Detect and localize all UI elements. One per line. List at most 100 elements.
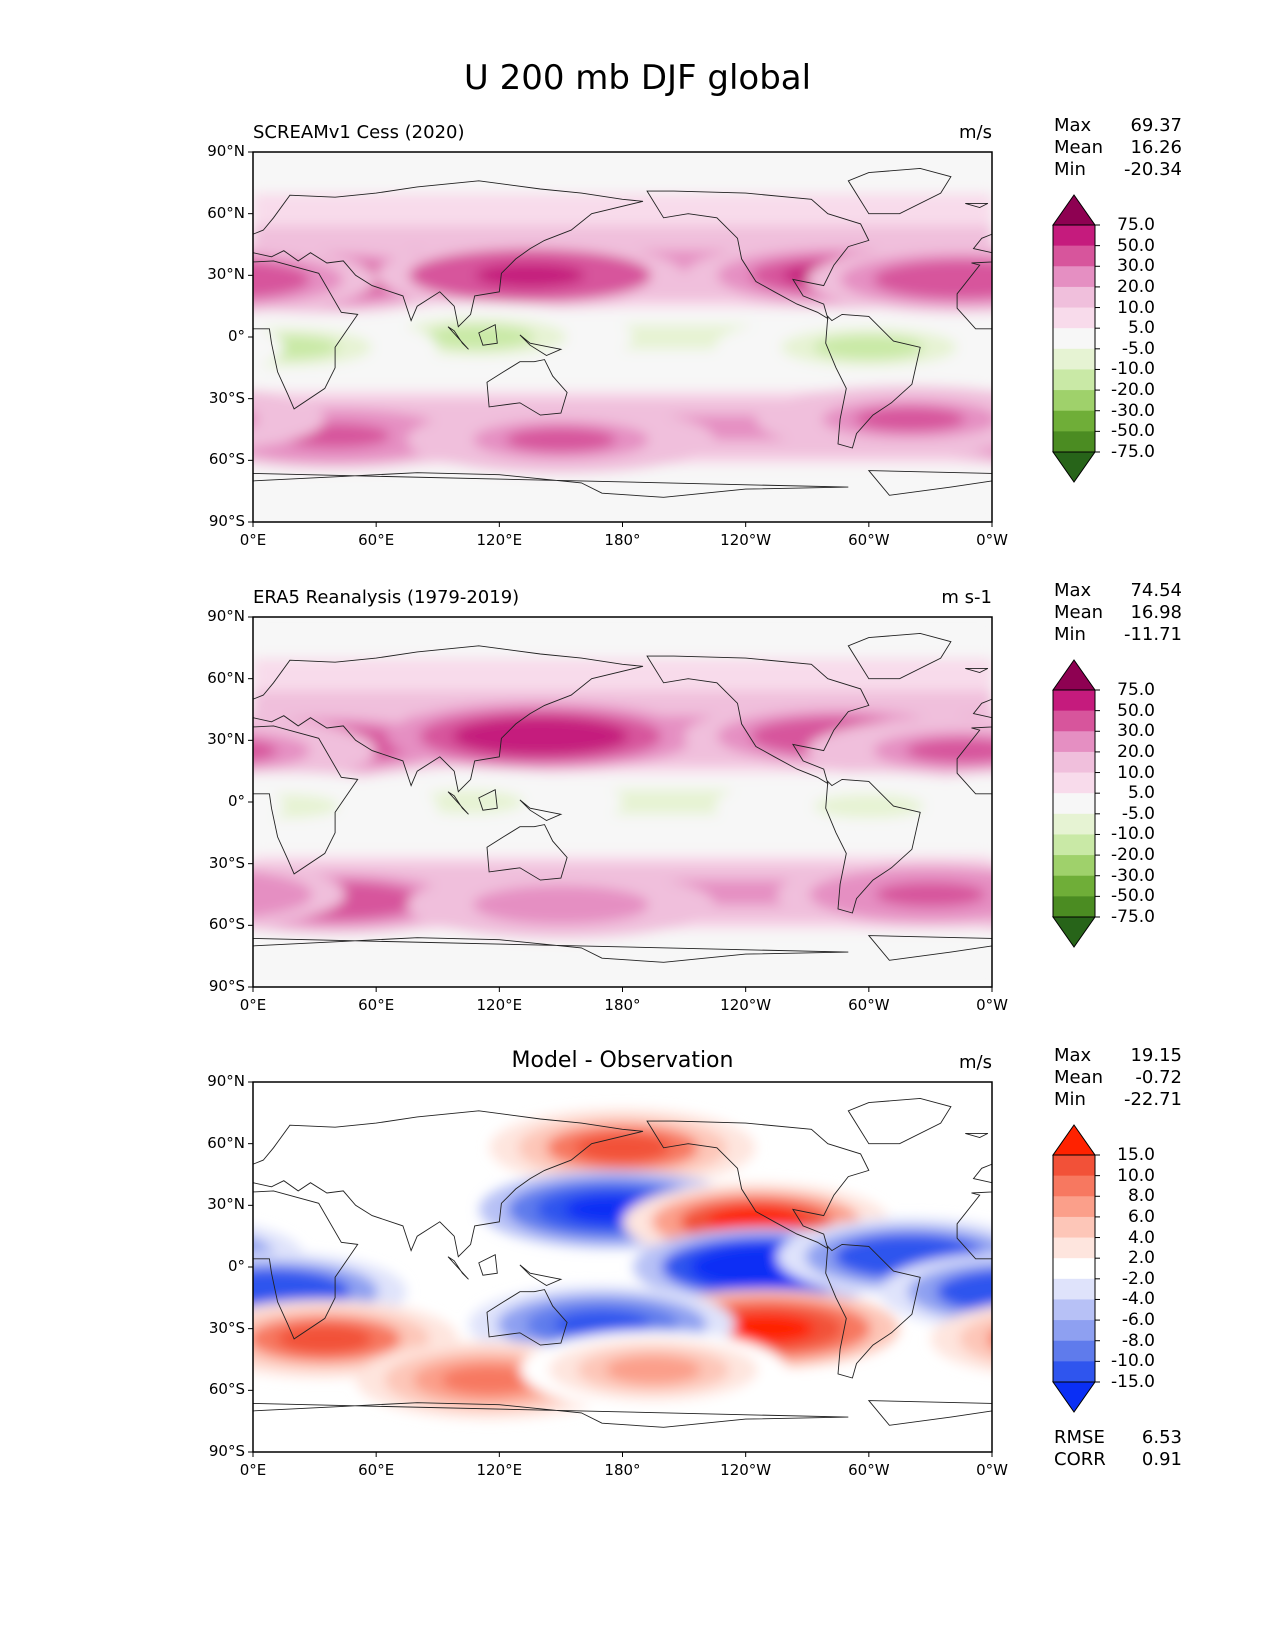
colorbar-label: -10.0 [1111,359,1155,380]
colorbar-label: 50.0 [1117,235,1155,256]
lon-tick-label: 0°W [976,1461,1008,1479]
panel-skill-stats: RMSE 6.53 CORR 0.91 [1054,1427,1182,1471]
lat-tick-label: 30°N [207,265,245,284]
zonal-band [253,176,992,186]
colorbar-label: 20.0 [1117,741,1155,762]
stat-label: CORR [1054,1449,1106,1470]
lon-tick-label: 120°E [476,996,523,1014]
lon-tick-label: 180° [604,531,641,549]
lon-tick-label: 60°W [848,996,890,1014]
colorbar [1052,194,1100,483]
lat-tick-label: 60°S [208,1380,245,1399]
colorbar-label: 6.0 [1127,1206,1155,1227]
colorbar-segment [1053,772,1095,794]
zonal-band [253,937,992,947]
panel-stats: Max 74.54 Mean 16.98 Min -11.71 [1054,580,1182,646]
stat-row: Min -22.71 [1054,1089,1182,1111]
zonal-band [253,152,992,162]
lon-tick-label: 0°E [239,531,267,549]
colorbar-label: 20.0 [1117,276,1155,297]
colorbar-label: 2.0 [1127,1248,1155,1269]
map-panel-3 [253,1082,992,1452]
field-feature [813,335,924,360]
coastline [253,180,644,328]
stat-label: Max [1054,115,1092,136]
panel-units: m s-1 [941,587,992,608]
lat-tick-label: 60°N [207,1133,245,1152]
coastline [447,326,469,350]
colorbar-segment [1053,793,1095,815]
field-feature [253,732,311,769]
stat-label: Min [1054,159,1086,180]
field-feature [44,724,154,748]
colorbar-segment [1053,307,1095,329]
field-feature [116,407,226,431]
stat-label: Max [1054,1045,1092,1066]
coastline [253,725,359,875]
lon-tick-label: 120°W [720,1461,772,1479]
panel-title: Model - Observation [511,1048,734,1073]
coastline [519,1264,563,1287]
colorbar-label: 15.0 [1117,1145,1155,1165]
stat-label: Min [1054,1089,1086,1110]
lat-tick-label: 30°S [208,853,245,872]
lat-tick-label: 90°S [208,977,245,995]
zonal-band [253,682,992,692]
stat-row: Max 69.37 [1054,115,1182,137]
lat-tick-label: 60°N [207,203,245,222]
zonal-band [253,945,992,956]
colorbar-label: 5.0 [1127,318,1155,339]
panel-title: ERA5 Reanalysis (1979-2019) [253,587,520,608]
field-feature [253,785,284,827]
stat-row: Mean 16.26 [1054,137,1182,159]
stat-label: Mean [1054,602,1104,623]
lat-tick-label: 30°N [207,730,245,749]
colorbar-label: -10.0 [1111,824,1155,845]
zonal-band [253,814,992,824]
lat-tick-label: 30°S [208,388,245,407]
field-feature [253,740,278,761]
colorbar-label: 10.0 [1117,762,1155,783]
field-feature [253,399,292,439]
colorbar-segment [1053,751,1095,774]
colorbar-segment [1053,348,1095,370]
lat-tick-label: 30°N [207,1195,245,1214]
colorbar-label: 5.0 [1127,783,1155,804]
lat-tick-label: 30°S [208,1318,245,1337]
field-feature [936,1270,992,1314]
coastline [478,324,498,346]
coastlines [253,1097,992,1428]
zonal-band [253,217,992,227]
coastline [447,1256,469,1280]
panel-stats: Max 69.37 Mean 16.26 Min -20.34 [1054,115,1182,181]
stat-row: Max 19.15 [1054,1045,1182,1067]
colorbar-segment [1053,431,1095,453]
stat-row: Mean -0.72 [1054,1067,1182,1089]
colorbar-segment [1053,390,1095,412]
zonal-band [253,674,992,684]
colorbar-label: -75.0 [1111,907,1155,927]
zonal-band [253,978,992,987]
zonal-band [253,847,992,857]
colorbar-frame [1052,689,1096,918]
colorbar-segment [1053,1175,1095,1197]
field-contours [116,152,992,522]
zonal-band [253,160,992,170]
coastlines [253,167,992,498]
colorbar-label: -20.0 [1111,380,1155,401]
colorbar-extend-min [1052,916,1096,948]
zonal-band [253,806,992,816]
coastline [253,645,644,793]
coastline [486,1289,568,1346]
lat-tick-label: 60°S [208,450,245,469]
field-feature [475,263,586,288]
colorbar-label: -30.0 [1111,400,1155,421]
panel-stats: Max 19.15 Mean -0.72 Min -22.71 [1054,1045,1182,1111]
zonal-band [253,649,992,660]
field-feature [906,267,992,292]
lon-tick-label: 120°E [476,531,523,549]
zonal-band [253,954,992,964]
colorbar-segment [1053,1237,1095,1259]
colorbar-segment [1053,1278,1095,1300]
field-feature [875,882,986,907]
